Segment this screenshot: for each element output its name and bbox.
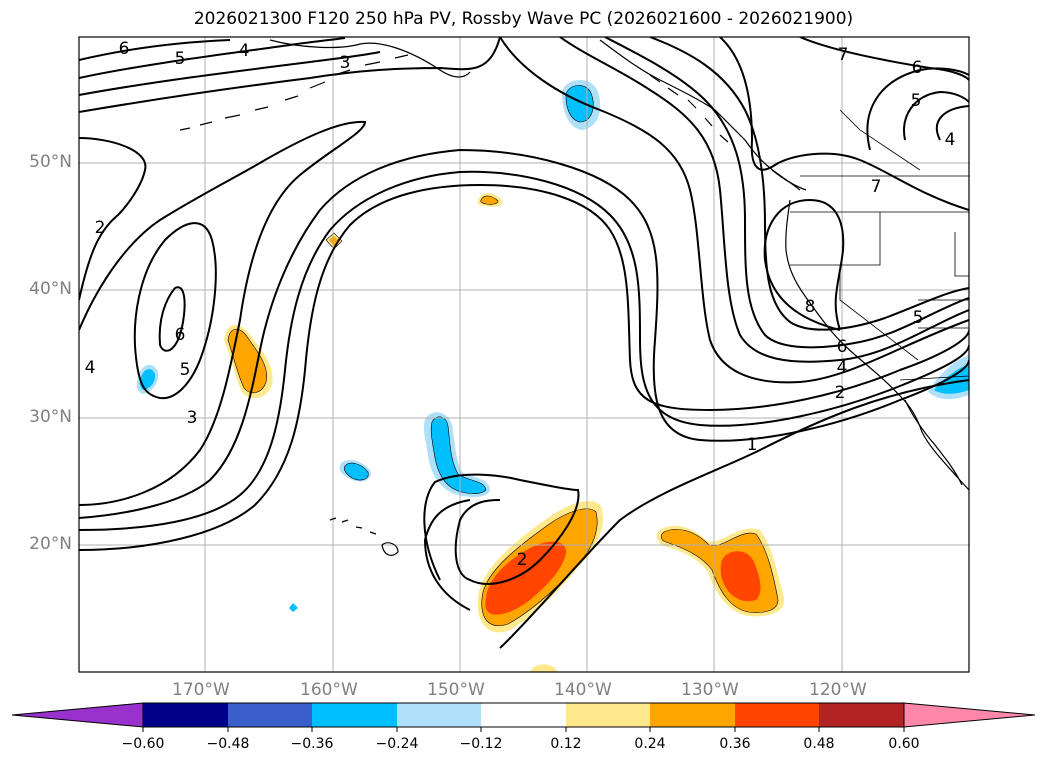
coastlines	[179, 39, 969, 556]
state-border-2	[790, 212, 881, 266]
contour-label: 3	[187, 408, 198, 428]
pv-contours	[79, 37, 969, 649]
colorbar-extend-high	[903, 702, 1036, 728]
contour-label: 4	[945, 130, 956, 150]
lon-label-120w: 120°W	[809, 680, 867, 700]
negative-anomaly-alaska-core	[566, 85, 594, 122]
colorbar-segment	[650, 703, 735, 727]
contour-label: 2	[95, 218, 106, 238]
colorbar	[11, 702, 1036, 732]
colorbar-segment	[397, 703, 481, 727]
positive-anomaly-subtropical-core	[485, 541, 566, 615]
contour-label: 6	[119, 39, 130, 59]
negative-anomaly-small-1-core	[344, 463, 369, 480]
colorbar-ticks	[142, 727, 905, 732]
contour-label: 5	[911, 91, 922, 111]
lon-label-150w: 150°W	[427, 680, 485, 700]
contour-labels: 6 5 4 3 7 6 5 4 2 6 5 4 3 8 6 4 2 5 1 7 …	[85, 39, 956, 570]
colorbar-tick-label: 0.24	[634, 736, 666, 752]
contour-label: 5	[913, 308, 924, 328]
vancouver-island	[771, 169, 807, 191]
contour-label: 4	[239, 41, 250, 61]
contour-label: 7	[871, 177, 882, 197]
colorbar-tick-label: −0.24	[375, 736, 419, 752]
state-border-3	[839, 265, 919, 361]
lon-label-130w: 130°W	[681, 680, 739, 700]
us-west-coast	[785, 199, 969, 491]
negative-anomaly-dot	[289, 603, 298, 612]
lat-label-50n: 50°N	[29, 152, 72, 172]
contour-label: 2	[517, 550, 528, 570]
canada-province-border	[839, 109, 921, 171]
alaska-panhandle	[599, 39, 801, 191]
colorbar-segment	[143, 703, 228, 727]
lon-label-160w: 160°W	[300, 680, 358, 700]
positive-anomaly-south-edge	[530, 664, 558, 672]
colorbar-tick-label: 0.36	[719, 736, 751, 752]
aleutian-islands	[179, 54, 409, 131]
colorbar-tick-label: 0.48	[803, 736, 835, 752]
colorbar-segment	[566, 703, 650, 727]
contour-label: 4	[85, 358, 96, 378]
contour-label: 5	[180, 360, 191, 380]
colorbar-tick-label: −0.60	[121, 736, 165, 752]
baja-peninsula	[904, 399, 963, 486]
state-border-4	[918, 232, 969, 329]
shading-layer	[136, 80, 969, 672]
contour-label: 1	[747, 435, 758, 455]
colorbar-segment	[819, 703, 904, 727]
contour-label: 5	[175, 49, 186, 69]
map-gridlines	[79, 37, 969, 672]
mexico-border	[899, 375, 969, 381]
lat-label-30n: 30°N	[29, 407, 72, 427]
colorbar-extend-low	[11, 702, 144, 728]
colorbar-tick-label: 0.12	[550, 736, 582, 752]
positive-anomaly-hawaii-north-mid	[228, 329, 267, 393]
lon-label-140w: 140°W	[554, 680, 612, 700]
negative-anomaly-west-core	[139, 369, 156, 390]
colorbar-segment	[481, 703, 566, 727]
colorbar-segment	[228, 703, 312, 727]
contour-label: 6	[175, 325, 186, 345]
contour-label: 7	[838, 45, 849, 65]
hawaii-islands	[329, 517, 399, 556]
lon-label-170w: 170°W	[172, 680, 230, 700]
map-frame	[78, 36, 970, 673]
colorbar-tick-label: 0.60	[888, 736, 920, 752]
alaska-coast	[269, 39, 471, 78]
colorbar-tick-label: −0.12	[459, 736, 503, 752]
contour-label: 3	[340, 53, 351, 73]
contour-label: 6	[837, 337, 848, 357]
borders	[790, 109, 969, 381]
map-title: 2026021300 F120 250 hPa PV, Rossby Wave …	[193, 9, 854, 29]
colorbar-segment	[735, 703, 819, 727]
contour-label: 6	[912, 58, 923, 78]
bc-islands	[649, 74, 729, 143]
lat-label-20n: 20°N	[29, 534, 72, 554]
contour-label: 2	[835, 383, 846, 403]
colorbar-segment	[312, 703, 397, 727]
negative-anomaly-central-core	[431, 416, 486, 494]
positive-anomaly-north-mid	[480, 195, 498, 205]
lat-label-40n: 40°N	[29, 279, 72, 299]
contour-label: 4	[837, 358, 848, 378]
positive-anomaly-east-core	[720, 551, 761, 602]
colorbar-tick-label: −0.36	[290, 736, 334, 752]
colorbar-tick-label: −0.48	[206, 736, 250, 752]
contour-label: 8	[805, 297, 816, 317]
